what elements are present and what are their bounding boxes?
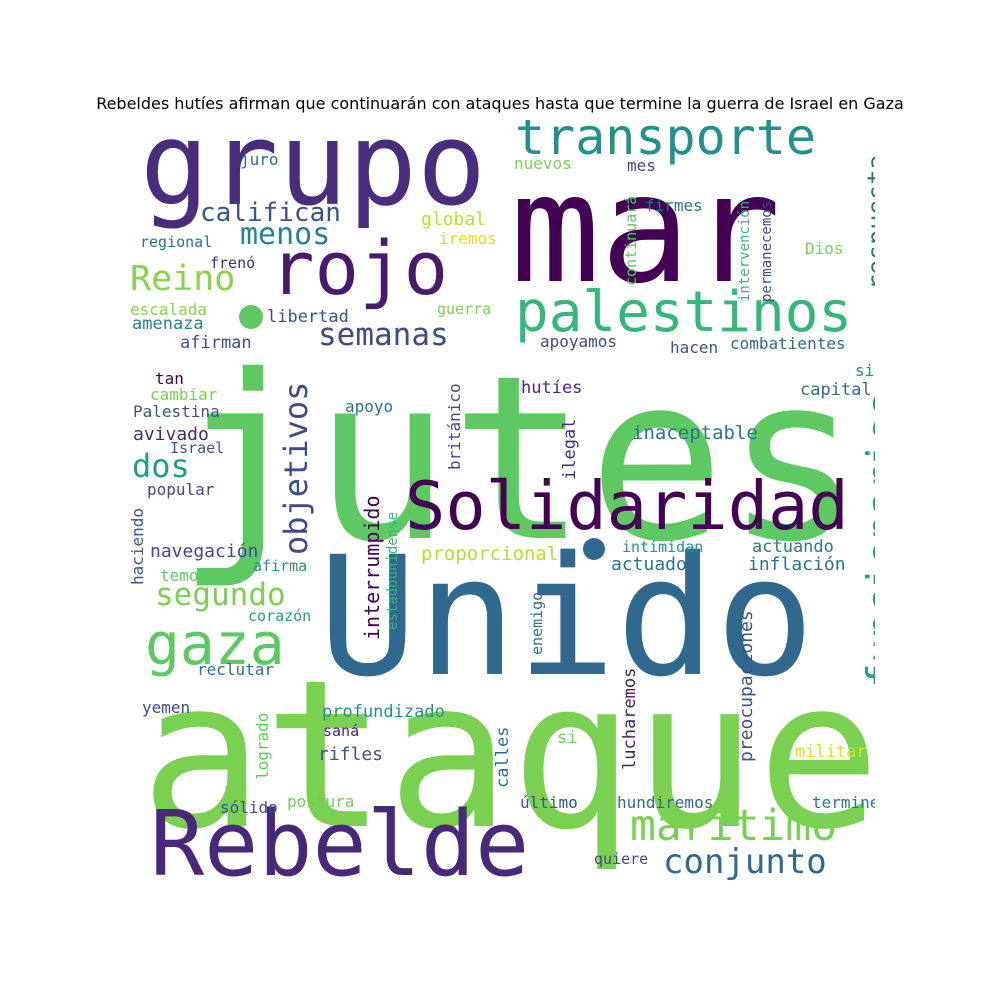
cloud-word-objetivos: objetivos: [277, 381, 315, 555]
cloud-word-global: global: [421, 209, 487, 230]
word-cloud: jutes ataque Unido mar grupo Rebelde rojo Solid…: [125, 120, 875, 890]
cloud-word-britanico: británico: [445, 383, 464, 470]
cloud-word-semanas: semanas: [318, 317, 449, 353]
cloud-word-sana: saná: [323, 722, 360, 740]
cloud-word-regional: regional: [140, 233, 213, 251]
cloud-word-libertad: libertad: [267, 307, 349, 327]
cloud-word-si: si: [557, 728, 578, 748]
cloud-word-combatientes: combatientes: [730, 334, 846, 353]
cloud-word-actuando: actuando: [752, 537, 834, 557]
cloud-word-rifles: rifles: [318, 744, 384, 765]
cloud-word-palestina: Palestina: [133, 402, 220, 421]
cloud-word-hundiremos: hundiremos: [617, 793, 714, 812]
cloud-word-avivado: avivado: [133, 424, 209, 445]
cloud-word-transporte: transporte: [515, 120, 817, 166]
cloud-word-huties: hutíes: [521, 378, 583, 398]
cloud-word-estadounidense: estadounidense: [385, 511, 401, 630]
cloud-word-permanecemos: permanecemos: [759, 200, 775, 302]
cloud-word-continuara: continuará: [622, 195, 640, 286]
cloud-word-israel: Israel: [170, 439, 225, 457]
cloud-word-inflacion: inflación: [748, 554, 846, 575]
cloud-word-rebelde: Rebelde: [150, 792, 530, 890]
cloud-word-haciendo: haciendo: [128, 507, 147, 585]
cloud-word-grupo: grupo: [140, 120, 487, 232]
cloud-word-solido: sólido: [220, 798, 278, 817]
cloud-word-logrado: logrado: [253, 712, 272, 780]
cloud-word-sido: sido: [855, 361, 875, 380]
cloud-word-afirma: afirma: [253, 557, 308, 575]
cloud-word-nuevos: nuevos: [514, 154, 572, 173]
cloud-word-califican: califican: [200, 198, 341, 228]
cloud-word-ataque: ataque: [140, 637, 875, 875]
cloud-word-mar: mar: [510, 143, 781, 317]
cloud-word-conjunto: conjunto: [663, 842, 827, 882]
cloud-word-gaza: gaza: [145, 610, 285, 678]
cloud-word-apoyo: apoyo: [345, 397, 394, 416]
cloud-word-iremos: iremos: [439, 229, 497, 248]
cloud-word-temores: temores: [160, 566, 228, 585]
cloud-word-juro: juro: [240, 150, 279, 169]
cloud-word-segundo: segundo: [155, 577, 286, 613]
cloud-word-enemigo: enemigo: [528, 591, 546, 655]
cloud-word-profundizado: profundizado: [322, 702, 445, 722]
cloud-word-afirman: afirman: [180, 333, 252, 353]
cloud-word-reino: Reino: [130, 259, 236, 299]
cloud-word-solidaridad: Solidaridad: [405, 467, 849, 545]
cloud-title: Rebeldes hutíes afirman que continuarán …: [96, 94, 904, 113]
cloud-word-rojo: rojo: [270, 226, 449, 312]
cloud-word-funcionarios: funcionarios: [858, 391, 875, 688]
cloud-word-actuado: actuado: [611, 554, 687, 575]
cloud-word-hacen: hacen: [670, 338, 719, 357]
cloud-word-militar: militar: [795, 742, 867, 762]
word-dot: [583, 538, 605, 560]
cloud-word-apoyamos: apoyamos: [540, 332, 618, 351]
cloud-word-menos: menos: [240, 217, 331, 252]
cloud-word-amenaza: amenaza: [132, 314, 204, 334]
cloud-word-intimidan: intimidan: [622, 538, 704, 556]
cloud-word-calles: calles: [493, 726, 513, 788]
cloud-word-capital: capital: [800, 380, 872, 400]
cloud-word-intervencion: intervención: [737, 200, 753, 302]
cloud-word-dios: Dios: [805, 239, 844, 258]
cloud-word-escalada: escalada: [130, 300, 208, 319]
cloud-word-reclutar: reclutar: [197, 660, 275, 679]
cloud-word-corazon: corazón: [248, 607, 312, 625]
cloud-word-dos: dos: [132, 447, 190, 485]
cloud-word-navegacion: navegación: [150, 541, 259, 562]
cloud-word-maritimo: marítimo: [630, 801, 838, 851]
cloud-word-tan: tan: [155, 369, 184, 388]
cloud-word-proporcional: proporcional: [421, 543, 559, 565]
cloud-word-guerra: guerra: [437, 300, 492, 318]
cloud-word-mes: mes: [627, 156, 656, 175]
cloud-word-cambiar: cambiar: [150, 385, 218, 404]
cloud-word-inaceptable: inaceptable: [632, 422, 758, 444]
cloud-word-postura: postura: [287, 792, 355, 811]
cloud-word-firmes: firmes: [645, 196, 703, 215]
cloud-word-ilegal: ilegal: [560, 418, 580, 480]
cloud-word-palestinos: palestinos: [515, 280, 853, 345]
cloud-word-termine: termine: [812, 793, 875, 812]
cloud-word-quiere: quiere: [594, 850, 649, 868]
cloud-word-lucharemos: lucharemos: [620, 667, 640, 770]
word-dot: [239, 305, 263, 329]
cloud-word-preocupaciones: preocupaciones: [736, 610, 757, 762]
cloud-word-interrumpido: interrumpido: [360, 495, 384, 641]
cloud-word-freno: frenó: [210, 254, 256, 272]
cloud-word-unido: Unido: [318, 521, 815, 713]
cloud-word-yemen: yemen: [142, 698, 191, 717]
cloud-word-jutes: jutes: [176, 326, 863, 592]
cloud-word-popular: popular: [147, 480, 215, 499]
cloud-word-ultimo: último: [520, 793, 578, 812]
cloud-word-respuesta: respuesta: [862, 154, 875, 290]
